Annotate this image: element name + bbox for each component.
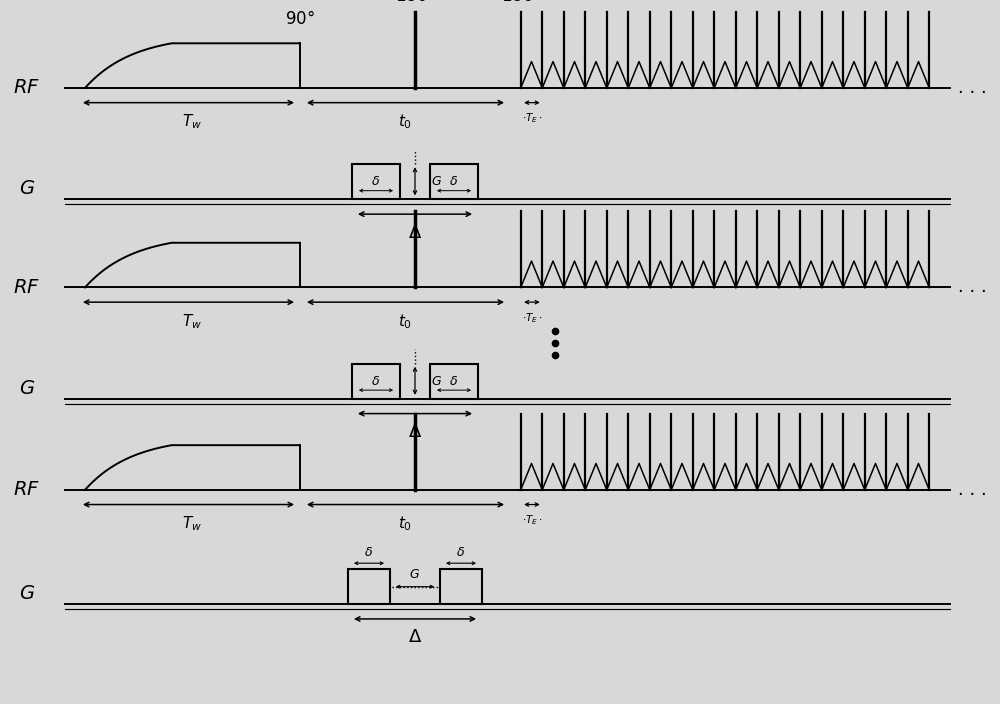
Bar <box>352 364 400 399</box>
Text: . . .: . . . <box>958 279 987 296</box>
Text: . . .: . . . <box>958 79 987 97</box>
Text: $\mathit{RF}$: $\mathit{RF}$ <box>13 480 41 499</box>
Text: $G$: $G$ <box>431 375 442 388</box>
Text: $t_0$: $t_0$ <box>398 113 412 132</box>
Text: $G$: $G$ <box>431 175 442 189</box>
Text: $\delta$: $\delta$ <box>456 546 466 558</box>
Text: $\mathit{G}$: $\mathit{G}$ <box>19 584 35 603</box>
Text: $t_0$: $t_0$ <box>398 515 412 533</box>
Text: $\delta$: $\delta$ <box>364 546 374 558</box>
Text: $T_w$: $T_w$ <box>182 312 203 331</box>
Text: $\mathit{RF}$: $\mathit{RF}$ <box>13 79 41 97</box>
Text: . . .: . . . <box>958 481 987 499</box>
Text: $\cdot T_E\cdot$: $\cdot T_E\cdot$ <box>522 513 542 527</box>
Text: $180°$: $180°$ <box>501 0 541 5</box>
Bar <box>348 569 390 604</box>
Text: $90°$: $90°$ <box>285 10 315 28</box>
Text: $t_0$: $t_0$ <box>398 312 412 331</box>
Text: $\Delta$: $\Delta$ <box>408 628 422 646</box>
Text: $\cdot T_E\cdot$: $\cdot T_E\cdot$ <box>522 311 542 325</box>
Text: $\delta$: $\delta$ <box>449 375 459 388</box>
Bar <box>352 164 400 199</box>
Bar <box>440 569 482 604</box>
Text: $\Delta$: $\Delta$ <box>408 224 422 241</box>
Text: $\mathit{G}$: $\mathit{G}$ <box>19 180 35 199</box>
Bar <box>430 364 478 399</box>
Text: $\cdot T_E\cdot$: $\cdot T_E\cdot$ <box>522 111 542 125</box>
Text: $\mathit{G}$: $\mathit{G}$ <box>19 379 35 398</box>
Text: $T_w$: $T_w$ <box>182 113 203 132</box>
Text: $180°$: $180°$ <box>395 0 435 5</box>
Text: $G$: $G$ <box>409 568 421 581</box>
Text: $\mathit{RF}$: $\mathit{RF}$ <box>13 278 41 297</box>
Bar <box>430 164 478 199</box>
Text: $\delta$: $\delta$ <box>371 175 381 189</box>
Text: $\Delta$: $\Delta$ <box>408 423 422 441</box>
Text: $\delta$: $\delta$ <box>371 375 381 388</box>
Text: $T_w$: $T_w$ <box>182 515 203 533</box>
Text: $\delta$: $\delta$ <box>449 175 459 189</box>
